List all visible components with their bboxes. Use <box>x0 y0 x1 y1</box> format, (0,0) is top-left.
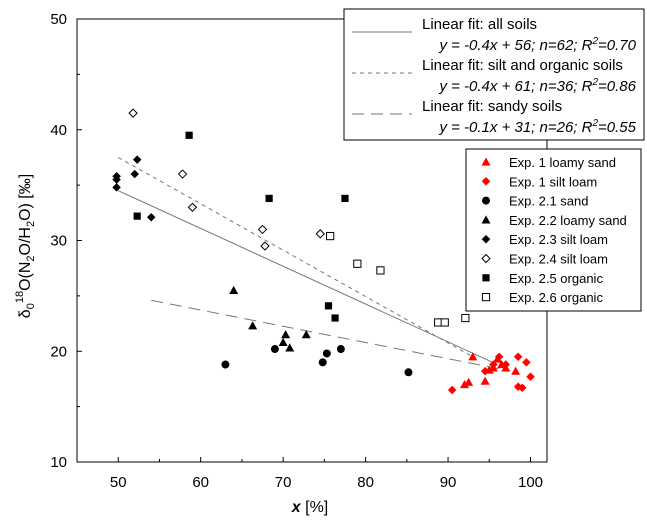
data-point <box>353 259 362 268</box>
fit-line-long-dash <box>151 299 506 371</box>
data-point <box>440 318 449 327</box>
data-point <box>324 302 333 310</box>
x-tick-label: 100 <box>518 474 543 491</box>
series-legend: Exp. 1 loamy sand Exp. 1 silt loam Exp. 2.… <box>465 148 642 312</box>
data-point <box>248 321 258 330</box>
series-legend-marker <box>481 215 491 224</box>
series-legend-label: Exp. 2.1 sand <box>509 194 589 209</box>
data-point <box>285 343 295 352</box>
data-point <box>146 212 156 222</box>
x-tick-label: 50 <box>110 474 127 491</box>
data-point <box>177 169 188 179</box>
data-point <box>336 345 345 354</box>
data-point <box>322 349 331 358</box>
data-point <box>513 352 523 362</box>
data-points <box>112 108 535 395</box>
y-tick-label: 50 <box>50 11 67 28</box>
fit-line-short-dash <box>117 157 474 358</box>
fit-legend: Linear fit: all soils y = -0.4x + 56; n=6… <box>343 8 645 141</box>
fit-legend-equation: y = -0.4x + 61; n=36; R2=0.86 <box>438 77 636 95</box>
data-point <box>281 330 291 339</box>
data-point <box>265 194 273 203</box>
data-point <box>522 357 531 367</box>
x-tick-label: 60 <box>192 474 209 491</box>
x-tick-label: 80 <box>357 474 374 491</box>
series-legend-marker <box>481 293 491 302</box>
data-point <box>404 368 413 377</box>
data-point <box>229 285 239 294</box>
data-point <box>331 314 339 322</box>
y-tick-label: 40 <box>50 122 67 139</box>
series-legend-marker <box>482 196 490 205</box>
data-point <box>526 372 535 382</box>
data-point <box>376 266 385 275</box>
data-point <box>301 330 311 339</box>
x-tick-label: 70 <box>275 474 292 491</box>
data-point <box>221 360 230 369</box>
data-point <box>260 241 270 251</box>
fit-legend-label: Linear fit: sandy soils <box>422 98 562 115</box>
data-point <box>128 108 138 118</box>
series-legend-label: Exp. 2.4 silt loam <box>509 252 608 267</box>
data-point <box>257 224 268 235</box>
data-point <box>326 231 335 241</box>
series-legend-label: Exp. 2.6 organic <box>509 290 603 305</box>
data-point <box>494 352 504 362</box>
data-point <box>489 360 498 369</box>
data-point <box>130 169 140 179</box>
data-point <box>112 182 121 192</box>
fit-legend-equation: y = -0.4x + 56; n=62; R2=0.70 <box>438 36 636 54</box>
data-point <box>278 337 288 346</box>
series-legend-marker <box>482 274 490 282</box>
series-legend-marker <box>481 253 491 264</box>
y-tick-label: 10 <box>50 454 67 471</box>
data-point <box>270 345 279 354</box>
series-legend-label: Exp. 2.3 silt loam <box>509 232 608 247</box>
data-point <box>461 313 470 323</box>
data-point <box>480 366 490 376</box>
series-legend-label: Exp. 2.5 organic <box>509 271 603 286</box>
data-point <box>501 360 511 369</box>
data-point <box>480 376 490 385</box>
data-point <box>187 202 198 212</box>
data-point <box>341 194 349 203</box>
data-point <box>318 358 327 367</box>
data-point <box>511 366 521 375</box>
y-tick-label: 20 <box>50 343 67 360</box>
series-legend-marker <box>481 234 491 244</box>
axis-ticks: 50 60 70 80 90 100 10 20 30 40 50 <box>50 11 543 491</box>
data-point <box>460 379 470 389</box>
data-point <box>517 383 527 393</box>
series-legend-marker <box>481 176 491 186</box>
fit-legend-label: Linear fit: silt and organic soils <box>422 57 623 74</box>
data-point <box>315 229 325 239</box>
data-point <box>447 385 457 395</box>
y-tick-label: 30 <box>50 233 67 250</box>
series-legend-label: Exp. 2.2 loamy sand <box>509 213 627 228</box>
series-legend-box <box>465 148 642 312</box>
fit-legend-equation: y = -0.1x + 31; n=26; R2=0.55 <box>438 118 636 136</box>
fit-legend-box <box>343 8 645 141</box>
fit-legend-label: Linear fit: all soils <box>422 16 537 33</box>
series-legend-label: Exp. 1 silt loam <box>509 174 597 189</box>
fit-lines <box>117 157 506 371</box>
data-point <box>185 131 193 139</box>
x-axis-label: x [%] <box>291 499 328 516</box>
x-tick-label: 90 <box>440 474 457 491</box>
data-point <box>132 155 142 165</box>
data-point <box>468 352 478 361</box>
y-axis-label: δ018O(N2O/H2O) [‰] <box>14 174 37 318</box>
series-legend-label: Exp. 1 loamy sand <box>509 155 616 170</box>
data-point <box>133 212 141 220</box>
series-legend-marker <box>481 157 491 166</box>
